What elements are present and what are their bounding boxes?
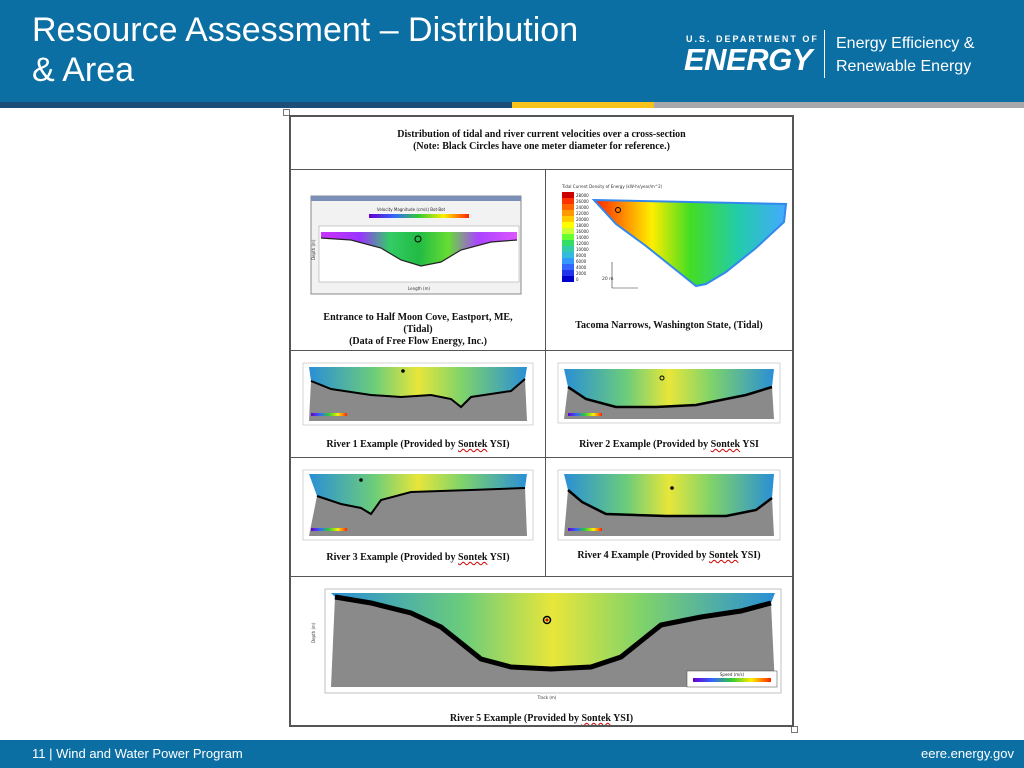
river-4-caption-pre: River 4 Example (Provided by: [577, 550, 709, 561]
river-3-caption-sontek: Sontek: [457, 552, 488, 563]
half-moon-plot-title: Velocity Magnitude (cm/s) Bot-Bot: [377, 207, 446, 212]
tacoma-legend-value: 12000: [576, 241, 589, 246]
river-3-caption-post: YSI): [487, 552, 510, 563]
panel-half-moon-cove: Velocity Magnitude (cm/s) Bot-Bot Depth …: [290, 169, 546, 351]
river-2-caption: River 2 Example (Provided by Sontek YSI: [546, 439, 792, 451]
river-5-caption-pre: River 5 Example (Provided by: [449, 713, 582, 724]
tacoma-legend-value: 18000: [576, 223, 589, 228]
river-2-caption-sontek: Sontek: [710, 439, 741, 450]
tacoma-legend-value: 8000: [576, 253, 587, 258]
tacoma-legend-value: 22000: [576, 211, 589, 216]
half-moon-caption-line3: (Data of Free Flow Energy, Inc.): [349, 336, 487, 347]
panel-river-3: River 3 Example (Provided by Sontek YSI): [290, 457, 546, 577]
tacoma-legend-value: 0: [576, 277, 579, 282]
river-5-caption: River 5 Example (Provided by Sontek YSI): [291, 713, 792, 725]
panel-river-2: River 2 Example (Provided by Sontek YSI: [545, 350, 793, 458]
figure-header-line2: (Note: Black Circles have one meter diam…: [413, 141, 670, 152]
eere-line1: Energy Efficiency &: [836, 35, 975, 52]
slide-footer: 11 | Wind and Water Power Program eere.e…: [0, 740, 1024, 768]
panel-river-4: River 4 Example (Provided by Sontek YSI): [545, 457, 793, 577]
river-2-plot: [557, 362, 781, 424]
panel-river-5: Speed (m/s) Depth (m) Track (m) River 5 …: [290, 576, 793, 726]
slide-title: Resource Assessment – Distribution & Are…: [32, 10, 652, 90]
half-moon-caption-line2: (Tidal): [403, 324, 433, 335]
tacoma-legend-value: 16000: [576, 229, 589, 234]
cross-section-figure: Distribution of tidal and river current …: [289, 115, 794, 727]
tacoma-legend-value: 14000: [576, 235, 589, 240]
panel-river-1: River 1 Example (Provided by Sontek YSI): [290, 350, 546, 458]
footer-page-program: 11 | Wind and Water Power Program: [32, 746, 243, 761]
river-4-caption-sontek: Sontek: [708, 550, 739, 561]
panel-tacoma-narrows: Tidal Current Density of Energy (kW-hr/y…: [545, 169, 793, 351]
tacoma-legend-value: 2000: [576, 271, 587, 276]
tacoma-legend-value: 20000: [576, 217, 589, 222]
tacoma-legend-value: 26000: [576, 199, 589, 204]
tacoma-legend-value: 6000: [576, 259, 587, 264]
river-5-plot: Speed (m/s) Depth (m) Track (m): [311, 588, 782, 700]
river-1-plot: [302, 362, 534, 426]
header-stripe-grey: [654, 102, 1024, 108]
eere-line2: Renewable Energy: [836, 58, 972, 75]
figure-header-line1: Distribution of tidal and river current …: [397, 129, 686, 140]
half-moon-caption: Entrance to Half Moon Cove, Eastport, ME…: [291, 312, 545, 348]
tacoma-legend: [562, 192, 574, 282]
river-4-caption-post: YSI): [738, 550, 761, 561]
river-1-caption: River 1 Example (Provided by Sontek YSI): [291, 439, 545, 451]
tacoma-caption: Tacoma Narrows, Washington State, (Tidal…: [575, 320, 763, 331]
half-moon-plot: Velocity Magnitude (cm/s) Bot-Bot Depth …: [310, 195, 522, 295]
slide-title-line2: & Area: [32, 51, 135, 89]
header-stripe-yellow: [512, 102, 654, 108]
eere-office-name: Energy Efficiency & Renewable Energy: [836, 32, 974, 78]
tacoma-legend-value: 10000: [576, 247, 589, 252]
river-2-caption-pre: River 2 Example (Provided by: [579, 439, 711, 450]
tacoma-scale-label: 20 m: [602, 276, 614, 282]
river-1-caption-sontek: Sontek: [457, 439, 488, 450]
river-5-xlabel: Track (m): [537, 695, 557, 700]
river-4-plot: [557, 469, 781, 541]
header-stripe-blue: [0, 102, 512, 108]
river-1-caption-pre: River 1 Example (Provided by: [326, 439, 458, 450]
footer-website[interactable]: eere.energy.gov: [921, 746, 1014, 761]
tacoma-legend-value: 28000: [576, 193, 589, 198]
river-5-ylabel: Depth (m): [311, 622, 316, 643]
slide-title-line1: Resource Assessment – Distribution: [32, 11, 579, 49]
half-moon-caption-line1: Entrance to Half Moon Cove, Eastport, ME…: [323, 312, 513, 323]
river-3-caption-pre: River 3 Example (Provided by: [326, 552, 458, 563]
image-resize-handle-bottom-right[interactable]: [791, 726, 798, 733]
figure-header-cell: Distribution of tidal and river current …: [290, 116, 793, 170]
river-4-caption: River 4 Example (Provided by Sontek YSI): [546, 550, 792, 562]
river-5-caption-sontek: Sontek: [581, 713, 611, 724]
river-5-caption-post: YSI): [610, 713, 634, 724]
tacoma-legend-value: 24000: [576, 205, 589, 210]
river-2-caption-post: YSI: [740, 439, 759, 450]
half-moon-ylabel: Depth (m): [311, 239, 316, 260]
river-3-plot: [302, 469, 534, 541]
river-3-caption: River 3 Example (Provided by Sontek YSI): [291, 552, 545, 564]
tacoma-legend-title: Tidal Current Density of Energy (kW-hr/y…: [561, 184, 663, 189]
half-moon-xlabel: Length (m): [408, 286, 431, 291]
slide-header: Resource Assessment – Distribution & Are…: [0, 0, 1024, 102]
image-resize-handle-top-left[interactable]: [283, 109, 290, 116]
tacoma-legend-value: 4000: [576, 265, 587, 270]
doe-logo-energy-text: ENERGY: [684, 42, 812, 77]
river-5-legend-title: Speed (m/s): [720, 672, 745, 677]
river-1-caption-post: YSI): [487, 439, 510, 450]
tacoma-plot: Tidal Current Density of Energy (kW-hr/y…: [561, 184, 788, 289]
figure-header-caption: Distribution of tidal and river current …: [291, 129, 792, 153]
logo-divider: [824, 30, 825, 78]
doe-logo-small-text: U.S. DEPARTMENT OF: [686, 34, 819, 44]
